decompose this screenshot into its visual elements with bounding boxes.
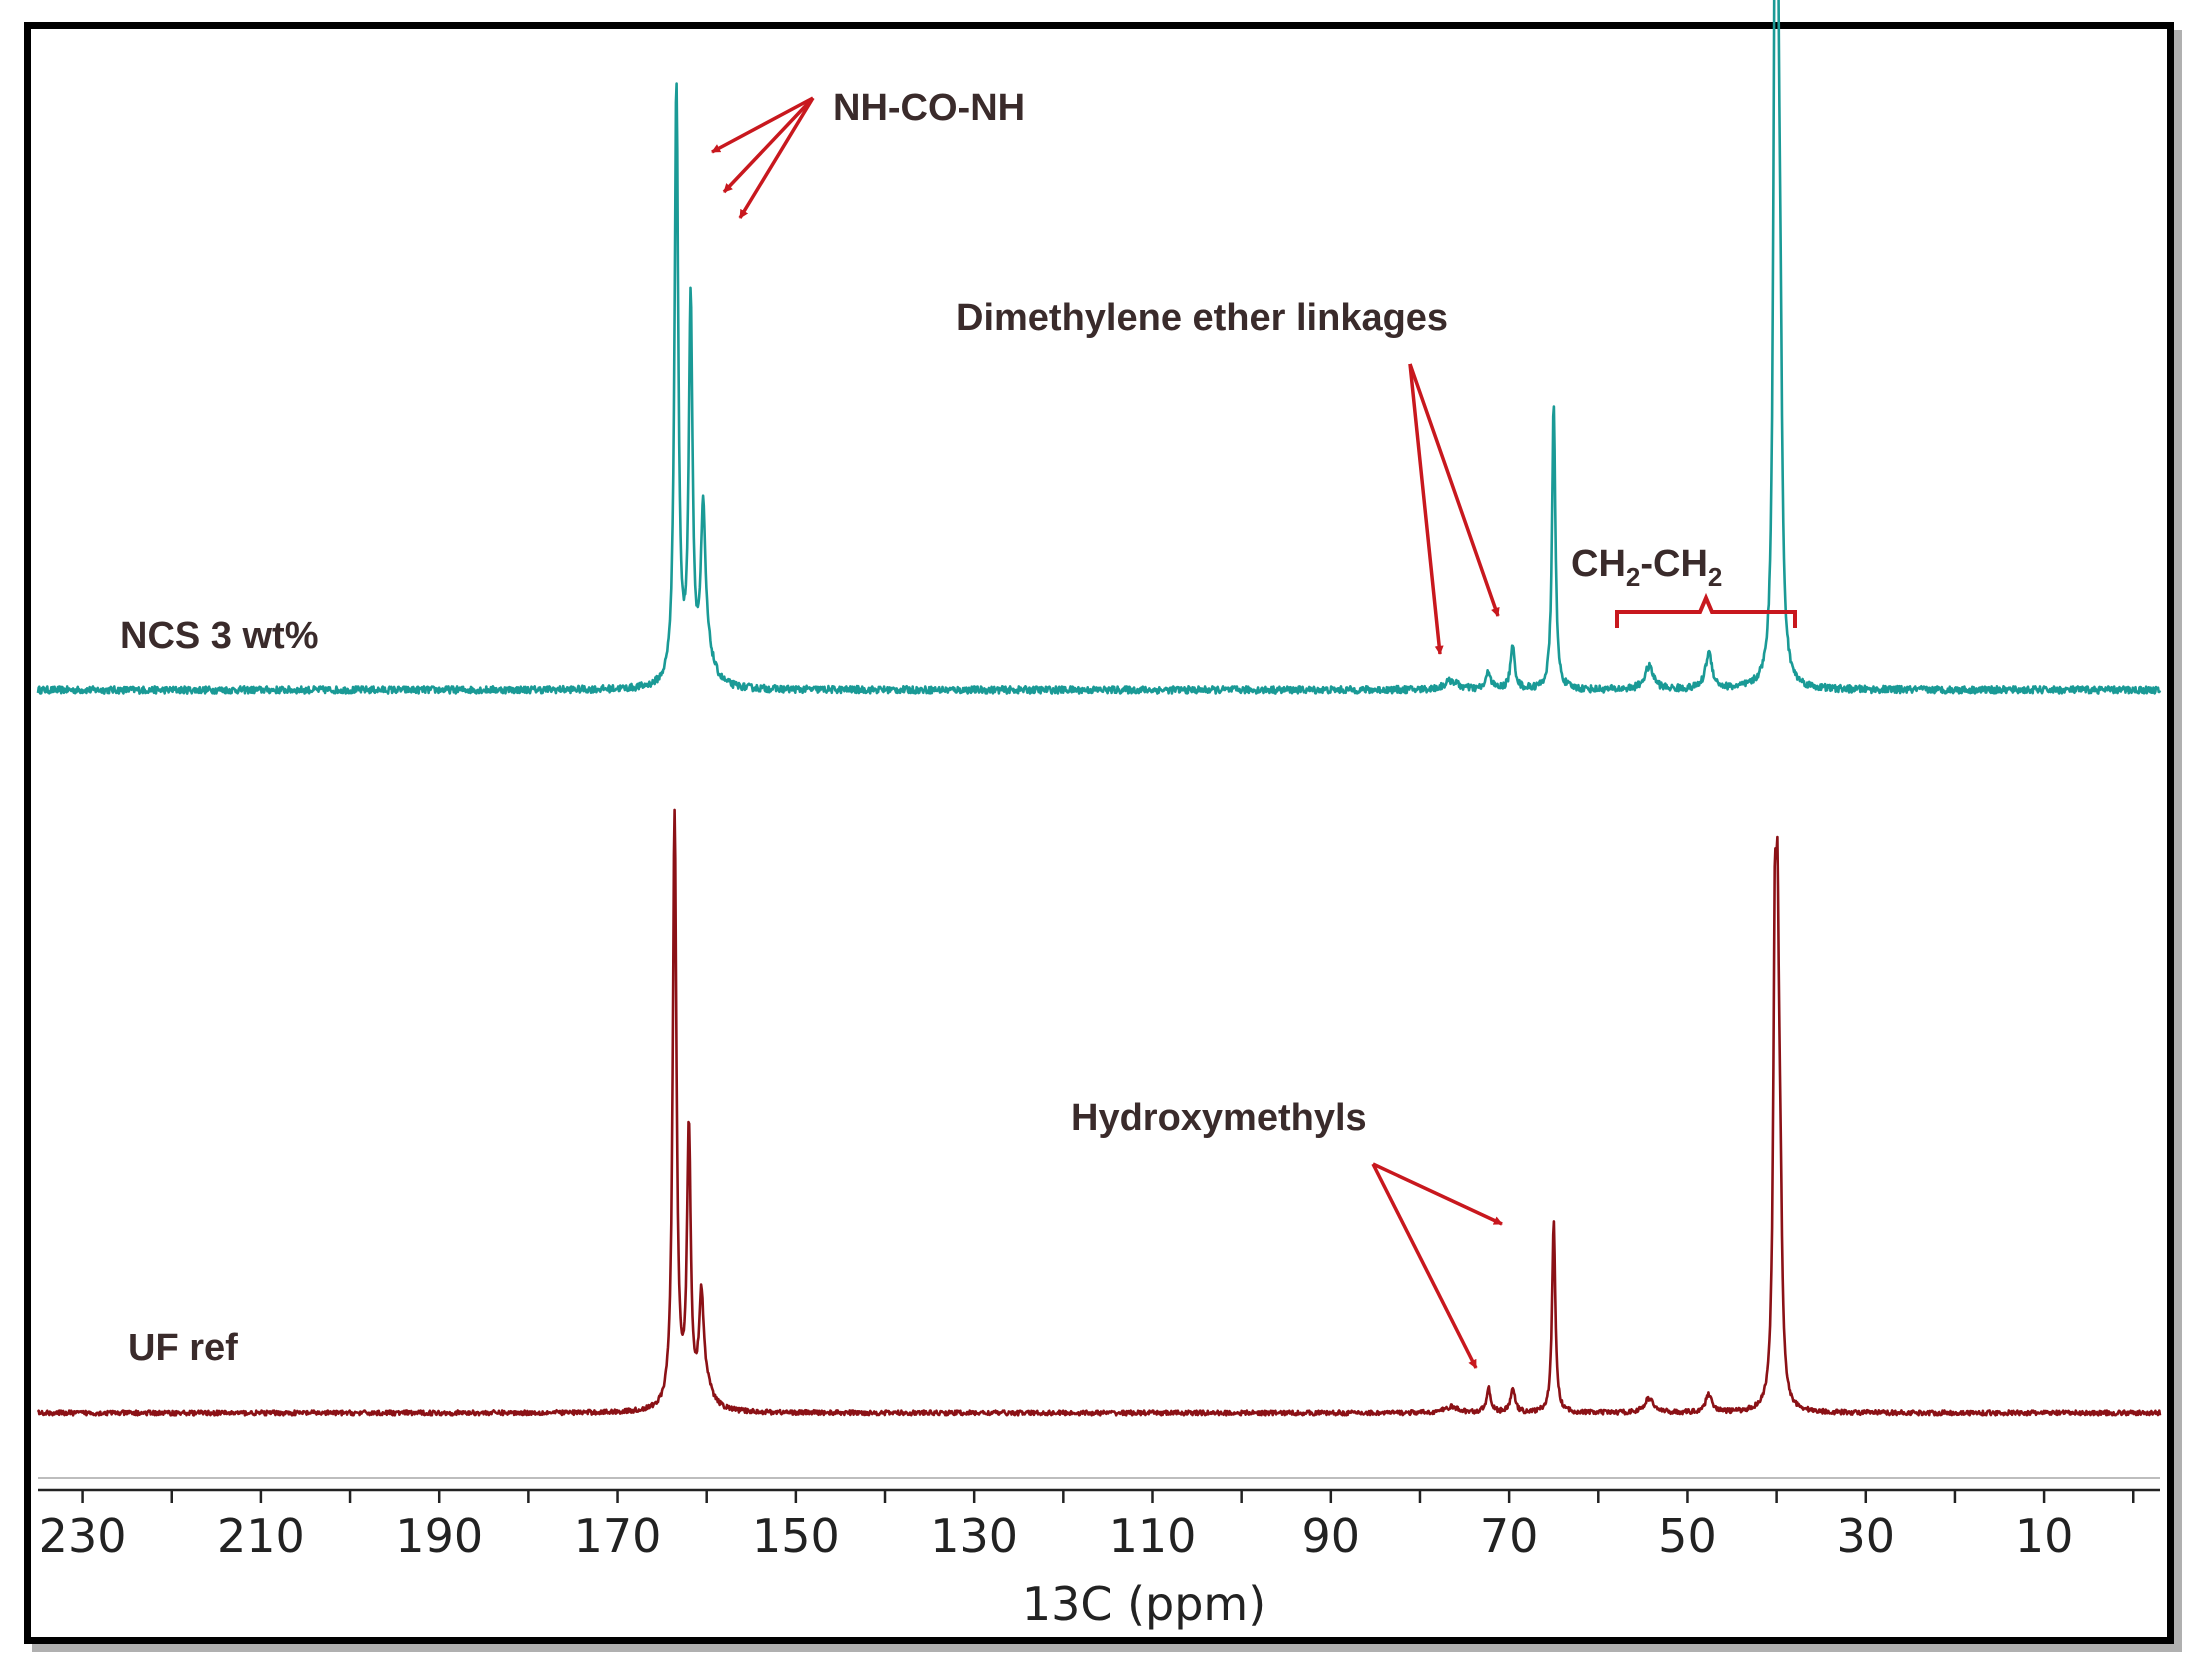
ch2-bracket — [1615, 592, 1797, 628]
x-tick-label: 150 — [752, 1509, 840, 1563]
x-tick-label: 190 — [395, 1509, 483, 1563]
spectrum-line-1 — [36, 808, 2162, 1417]
spectra-group — [36, 0, 2162, 1417]
x-tick-label: 130 — [930, 1509, 1018, 1563]
annotation-ch2-ch2: CH2-CH2 — [1571, 543, 1722, 592]
arrow-nhconh-1 — [711, 96, 814, 154]
ch2-sub-2: 2 — [1708, 562, 1722, 592]
ch2-text-1: CH — [1571, 543, 1626, 585]
arrow-hydroxymethyl-2 — [1372, 1162, 1503, 1226]
x-tick-label: 50 — [1658, 1509, 1717, 1563]
x-tick-label: 110 — [1109, 1509, 1197, 1563]
series-label-uf: UF ref — [128, 1327, 238, 1369]
annotation-dimethylene-ether: Dimethylene ether linkages — [956, 297, 1448, 339]
annotation-nh-co-nh: NH-CO-NH — [833, 87, 1025, 129]
ch2-text-2: -CH — [1640, 543, 1708, 585]
x-tick-label: 70 — [1480, 1509, 1539, 1563]
x-tick-label: 90 — [1302, 1509, 1361, 1563]
arrow-hydroxymethyl-1 — [1371, 1163, 1478, 1369]
arrow-dimethylene-2 — [1408, 363, 1500, 617]
spectrum-line-0 — [36, 0, 2162, 695]
x-tick-label: 10 — [2015, 1509, 2074, 1563]
x-axis: 230 210 190 170 150 130 110 90 70 50 30 10 — [38, 1477, 2160, 1563]
x-tick-label: 230 — [39, 1509, 127, 1563]
ch2-sub-1: 2 — [1626, 562, 1640, 592]
annotation-hydroxymethyls: Hydroxymethyls — [1071, 1097, 1367, 1139]
annotation-arrows — [711, 96, 1797, 1369]
x-tick-label: 210 — [217, 1509, 305, 1563]
arrow-dimethylene-1 — [1408, 363, 1444, 655]
figure-frame — [24, 22, 2174, 1644]
x-tick-label: 30 — [1836, 1509, 1895, 1563]
arrow-nhconh-3 — [738, 97, 815, 219]
arrow-nhconh-2 — [722, 96, 815, 194]
x-axis-label: 13C (ppm) — [1022, 1577, 1266, 1631]
x-tick-label: 170 — [574, 1509, 662, 1563]
series-label-ncs: NCS 3 wt% — [120, 615, 318, 657]
